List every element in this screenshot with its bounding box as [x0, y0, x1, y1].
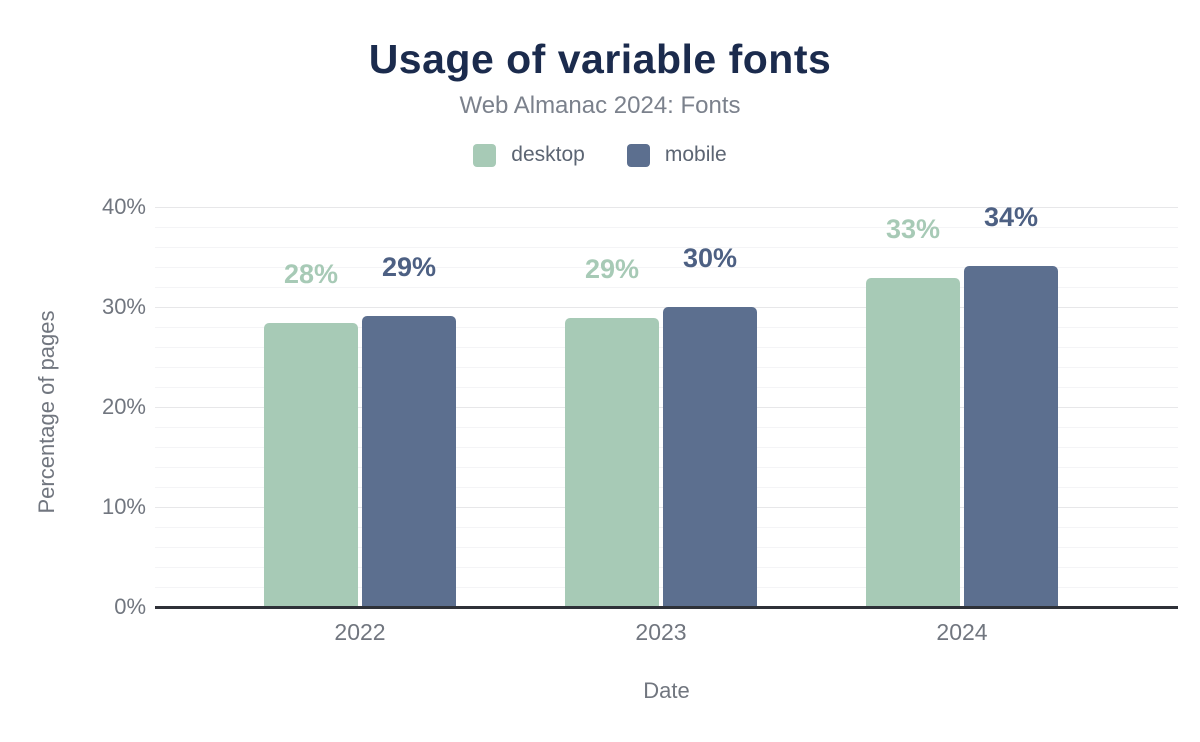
bar-desktop-2023[interactable]: [565, 318, 659, 607]
legend-swatch-desktop: [473, 143, 497, 167]
chart-subtitle: Web Almanac 2024: Fonts: [459, 92, 741, 119]
x-axis-title: Date: [643, 678, 690, 703]
x-tick-label-2023: 2023: [635, 619, 687, 645]
bar-mobile-2022[interactable]: [362, 316, 456, 607]
bar-desktop-2024[interactable]: [866, 278, 960, 607]
legend: desktop mobile: [0, 143, 1200, 167]
legend-item-desktop[interactable]: desktop: [473, 143, 585, 167]
bar-value-label-mobile-2024: 34%: [983, 202, 1039, 232]
legend-label: mobile: [664, 143, 727, 166]
y-tick-label-20%: 20%: [101, 394, 146, 419]
minor-gridline: [155, 267, 1178, 268]
bar-value-label-mobile-2023: 30%: [682, 243, 738, 273]
minor-gridline: [155, 227, 1178, 228]
x-axis-line: [155, 606, 1178, 609]
y-tick-label-30%: 30%: [101, 294, 146, 319]
bar-mobile-2024[interactable]: [964, 266, 1058, 607]
x-tick-label-2024: 2024: [936, 619, 988, 645]
bar-value-label-desktop-2022: 28%: [283, 259, 339, 289]
legend-item-mobile[interactable]: mobile: [626, 143, 727, 167]
bar-desktop-2022[interactable]: [264, 323, 358, 607]
minor-gridline: [155, 287, 1178, 288]
y-axis-title: Percentage of pages: [34, 310, 59, 514]
legend-label: desktop: [511, 143, 585, 166]
y-tick-label-10%: 10%: [101, 494, 146, 519]
bar-value-label-desktop-2023: 29%: [584, 254, 640, 284]
y-tick-label-0%: 0%: [114, 594, 146, 619]
x-tick-label-2022: 2022: [334, 619, 386, 645]
major-gridline: [155, 207, 1178, 208]
y-tick-label-40%: 40%: [101, 194, 146, 219]
bar-value-label-mobile-2022: 29%: [381, 252, 437, 282]
chart-title: Usage of variable fonts: [368, 36, 832, 82]
minor-gridline: [155, 247, 1178, 248]
bar-value-label-desktop-2024: 33%: [885, 214, 941, 244]
legend-swatch-mobile: [626, 143, 650, 167]
bar-mobile-2023[interactable]: [663, 307, 757, 607]
